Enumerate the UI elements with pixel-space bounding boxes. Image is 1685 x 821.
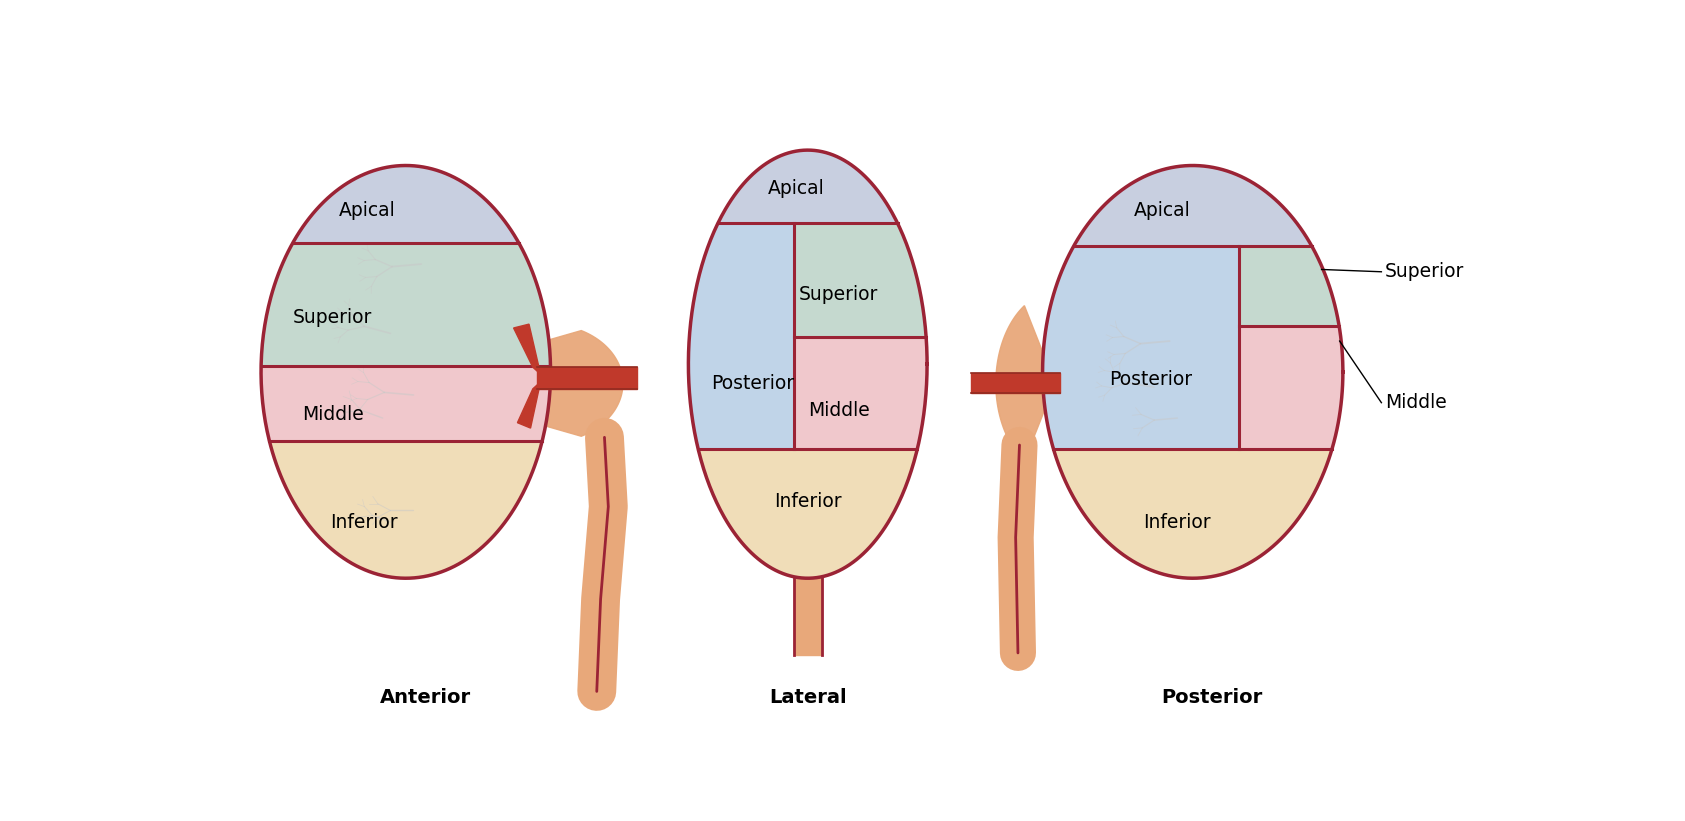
Polygon shape xyxy=(971,374,1060,393)
Polygon shape xyxy=(261,365,551,441)
Text: Lateral: Lateral xyxy=(768,688,846,707)
Text: Superior: Superior xyxy=(1385,262,1464,282)
Polygon shape xyxy=(1053,449,1333,578)
Polygon shape xyxy=(261,242,551,365)
Polygon shape xyxy=(698,449,917,578)
Polygon shape xyxy=(293,166,519,242)
Text: Middle: Middle xyxy=(1385,393,1447,412)
Polygon shape xyxy=(689,223,794,449)
Polygon shape xyxy=(1238,246,1340,326)
Polygon shape xyxy=(514,324,541,374)
Text: Posterior: Posterior xyxy=(1161,688,1262,707)
Polygon shape xyxy=(794,223,927,337)
Text: Inferior: Inferior xyxy=(1144,512,1212,531)
Text: Posterior: Posterior xyxy=(711,374,794,393)
Polygon shape xyxy=(531,331,623,436)
Text: Middle: Middle xyxy=(807,401,869,420)
Polygon shape xyxy=(517,382,541,428)
Text: Apical: Apical xyxy=(339,200,396,220)
Polygon shape xyxy=(794,578,822,655)
Text: Posterior: Posterior xyxy=(1109,370,1191,389)
Polygon shape xyxy=(270,441,543,578)
Text: Anterior: Anterior xyxy=(379,688,470,707)
Polygon shape xyxy=(1073,166,1313,246)
Polygon shape xyxy=(1238,326,1343,449)
Polygon shape xyxy=(718,150,898,223)
Text: Middle: Middle xyxy=(302,405,364,424)
Polygon shape xyxy=(794,337,927,449)
Polygon shape xyxy=(538,367,637,389)
Polygon shape xyxy=(996,305,1072,461)
Polygon shape xyxy=(1043,246,1238,449)
Text: Apical: Apical xyxy=(1134,200,1190,220)
Text: Inferior: Inferior xyxy=(773,492,841,511)
Text: Superior: Superior xyxy=(799,286,878,305)
Text: Apical: Apical xyxy=(768,179,824,198)
Text: Inferior: Inferior xyxy=(330,512,398,531)
Text: Superior: Superior xyxy=(293,309,372,328)
